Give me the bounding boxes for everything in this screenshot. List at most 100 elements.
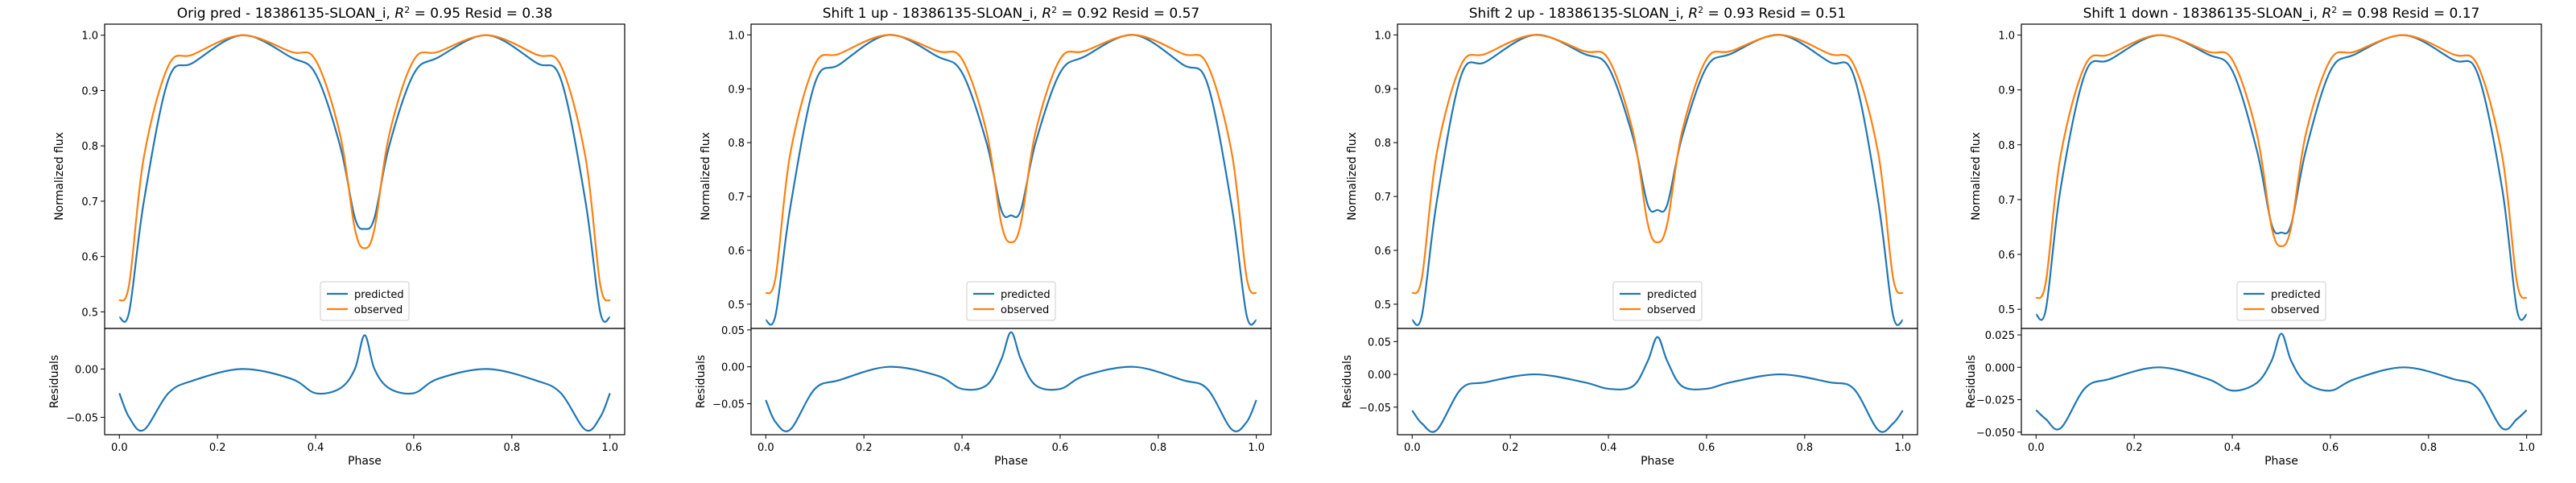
title-r2-value: = 0.92 Resid = 0.57 bbox=[1057, 6, 1199, 22]
x-tick-label: 1.0 bbox=[601, 442, 618, 454]
legend: predicted observed bbox=[320, 281, 410, 321]
chart-title: Shift 1 down - 18386135-SLOAN_i, R2 = 0.… bbox=[2083, 5, 2480, 23]
y-tick-label-bottom: −0.050 bbox=[1976, 427, 2015, 440]
x-tick-label: 0.0 bbox=[758, 442, 774, 454]
y-axis-label-top: Normalized flux bbox=[53, 132, 66, 221]
y-tick-label-top: 0.5 bbox=[1374, 299, 1391, 312]
legend-label-predicted: predicted bbox=[1001, 289, 1051, 301]
title-r2-value: = 0.95 Resid = 0.38 bbox=[410, 6, 552, 22]
chart-panel: Shift 1 up - 18386135-SLOAN_i, R2 = 0.92… bbox=[695, 5, 1272, 468]
y-tick-label-bottom: 0.05 bbox=[721, 325, 745, 337]
y-tick-label-bottom: 0.00 bbox=[1368, 369, 1391, 382]
x-axis-label: Phase bbox=[2264, 455, 2298, 468]
x-tick-label: 0.0 bbox=[1404, 442, 1421, 454]
x-tick-label: 0.6 bbox=[2322, 442, 2339, 454]
bottom-axes-frame bbox=[104, 328, 625, 436]
y-tick-label-bottom: 0.05 bbox=[1368, 336, 1391, 349]
legend-label-observed: observed bbox=[1001, 304, 1049, 316]
y-tick-label-bottom: −0.05 bbox=[1359, 402, 1391, 415]
x-tick-label: 0.2 bbox=[1502, 442, 1519, 454]
y-tick-label-top: 0.8 bbox=[81, 141, 98, 153]
y-tick-label-bottom: 0.00 bbox=[721, 362, 745, 374]
series-line-predicted bbox=[1411, 34, 1904, 326]
x-axis-label: Phase bbox=[994, 455, 1028, 468]
y-tick-label-top: 0.7 bbox=[728, 192, 745, 204]
y-tick-label-bottom: −0.025 bbox=[1976, 395, 2015, 407]
y-tick-label-bottom: −0.05 bbox=[66, 412, 98, 424]
x-tick-label: 0.4 bbox=[2224, 442, 2241, 454]
x-tick-label: 0.2 bbox=[856, 442, 873, 454]
x-tick-label: 1.0 bbox=[1248, 442, 1265, 454]
y-axis-label-bottom: Residuals bbox=[695, 355, 708, 408]
legend-label-observed: observed bbox=[354, 304, 402, 316]
series-line-observed bbox=[1411, 34, 1904, 295]
legend-box bbox=[2236, 281, 2326, 321]
y-tick-label-bottom: 0.00 bbox=[75, 364, 98, 376]
series-line-observed bbox=[2035, 34, 2528, 299]
x-tick-label: 0.0 bbox=[2028, 442, 2045, 454]
y-tick-label-top: 0.9 bbox=[81, 85, 98, 97]
x-tick-label: 0.6 bbox=[406, 442, 423, 454]
title-prefix: Shift 2 up - 18386135-SLOAN_i, bbox=[1469, 6, 1689, 22]
series-line-predicted bbox=[765, 34, 1257, 326]
legend-box bbox=[1612, 281, 1703, 321]
legend-label-predicted: predicted bbox=[2271, 289, 2321, 301]
title-r-exponent: 2 bbox=[2331, 5, 2337, 15]
bottom-axes-frame bbox=[1397, 328, 1918, 436]
series-line-observed bbox=[118, 34, 611, 302]
legend-box bbox=[320, 281, 410, 321]
chart-title: Shift 2 up - 18386135-SLOAN_i, R2 = 0.93… bbox=[1469, 5, 1846, 23]
title-r-exponent: 2 bbox=[1051, 5, 1057, 15]
legend-label-observed: observed bbox=[2271, 304, 2319, 316]
x-tick-label: 1.0 bbox=[1894, 442, 1911, 454]
x-axis-label: Phase bbox=[348, 455, 382, 468]
y-tick-label-top: 1.0 bbox=[728, 30, 745, 42]
y-axis-label-bottom: Residuals bbox=[1965, 355, 1978, 408]
bottom-axes-frame bbox=[2021, 328, 2542, 436]
title-r-exponent: 2 bbox=[1698, 5, 1703, 15]
y-tick-label-top: 0.6 bbox=[1998, 250, 2015, 262]
series-line-predicted bbox=[118, 34, 611, 323]
bottom-axes-frame bbox=[750, 328, 1272, 436]
y-tick-label-top: 0.6 bbox=[728, 246, 745, 258]
x-tick-label: 1.0 bbox=[2518, 442, 2535, 454]
y-tick-label-top: 1.0 bbox=[1998, 31, 2015, 43]
residual-line bbox=[1411, 336, 1904, 433]
x-tick-label: 0.4 bbox=[308, 442, 324, 454]
legend: predicted observed bbox=[1612, 281, 1703, 321]
x-tick-label: 0.4 bbox=[954, 442, 971, 454]
y-tick-label-top: 0.7 bbox=[1998, 195, 2015, 207]
y-tick-label-top: 0.5 bbox=[81, 307, 98, 319]
y-tick-label-top: 0.5 bbox=[1998, 304, 2015, 316]
title-r2-value: = 0.98 Resid = 0.17 bbox=[2337, 6, 2479, 22]
title-r-symbol: R bbox=[1688, 6, 1698, 22]
legend-label-predicted: predicted bbox=[354, 289, 404, 301]
series-line-observed bbox=[765, 34, 1257, 295]
y-tick-label-top: 0.9 bbox=[1374, 84, 1391, 96]
y-tick-label-bottom: 0.000 bbox=[1985, 362, 2015, 374]
series-line-predicted bbox=[2035, 34, 2528, 321]
y-tick-label-bottom: −0.05 bbox=[712, 399, 745, 411]
title-prefix: Orig pred - 18386135-SLOAN_i, bbox=[177, 6, 395, 22]
x-axis-label: Phase bbox=[1641, 455, 1674, 468]
chart-panel: Orig pred - 18386135-SLOAN_i, R2 = 0.95 … bbox=[48, 5, 625, 468]
chart-title: Orig pred - 18386135-SLOAN_i, R2 = 0.95 … bbox=[177, 5, 553, 23]
legend-label-predicted: predicted bbox=[1647, 289, 1697, 301]
x-tick-label: 0.4 bbox=[1600, 442, 1617, 454]
title-r-symbol: R bbox=[394, 6, 404, 22]
title-prefix: Shift 1 up - 18386135-SLOAN_i, bbox=[823, 6, 1042, 22]
chart-title: Shift 1 up - 18386135-SLOAN_i, R2 = 0.92… bbox=[823, 5, 1199, 23]
legend: predicted observed bbox=[2236, 281, 2326, 321]
y-tick-label-top: 0.9 bbox=[1998, 85, 2015, 97]
y-tick-label-top: 0.9 bbox=[728, 84, 745, 96]
x-tick-label: 0.8 bbox=[1150, 442, 1166, 454]
y-axis-label-top: Normalized flux bbox=[700, 132, 712, 221]
title-prefix: Shift 1 down - 18386135-SLOAN_i, bbox=[2083, 6, 2322, 22]
y-axis-label-bottom: Residuals bbox=[1341, 355, 1354, 408]
title-r-symbol: R bbox=[1042, 6, 1051, 22]
x-tick-label: 0.8 bbox=[503, 442, 520, 454]
x-tick-label: 0.8 bbox=[1796, 442, 1813, 454]
y-tick-label-top: 0.7 bbox=[1374, 192, 1391, 204]
y-axis-label-bottom: Residuals bbox=[48, 355, 61, 408]
